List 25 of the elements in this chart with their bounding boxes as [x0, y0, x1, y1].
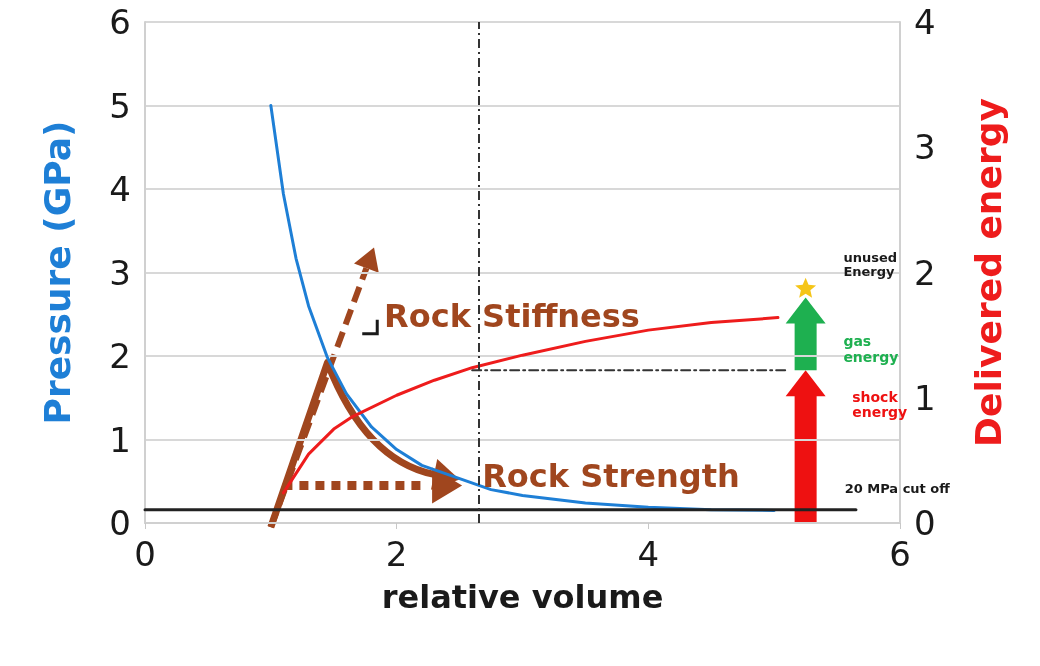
y-tick-label: 2: [109, 336, 131, 376]
y-tick-label: 0: [109, 503, 131, 543]
y2-axis-title: Delivered energy: [967, 98, 1009, 447]
x-tick-label: 0: [134, 534, 156, 574]
y2-tick-label: 0: [914, 503, 936, 543]
y-tick-label: 6: [109, 2, 131, 42]
annotation: Rock Strength: [482, 456, 740, 495]
y-tick-label: 4: [109, 169, 131, 209]
annotation: Rock Stiffness: [384, 297, 640, 336]
x-axis-title: relative volume: [381, 578, 664, 616]
x-tick-label: 4: [637, 534, 660, 574]
annotation: shock energy: [852, 388, 908, 420]
x-tick-label: 2: [385, 534, 408, 574]
annotation: 20 MPa cut off: [844, 480, 951, 496]
y-axis-title: Pressure (GPa): [36, 120, 78, 425]
y2-tick-label: 2: [914, 252, 936, 293]
y-tick-label: 3: [109, 252, 131, 293]
annotation: unused Energy: [843, 249, 897, 279]
y2-tick-label: 4: [914, 2, 936, 42]
y-tick-label: 5: [109, 85, 131, 126]
annotation: gas energy: [843, 333, 899, 365]
y-tick-label: 1: [109, 419, 131, 460]
x-tick-label: 6: [889, 534, 911, 574]
y2-tick-label: 3: [914, 127, 936, 168]
y2-tick-label: 1: [914, 377, 936, 418]
